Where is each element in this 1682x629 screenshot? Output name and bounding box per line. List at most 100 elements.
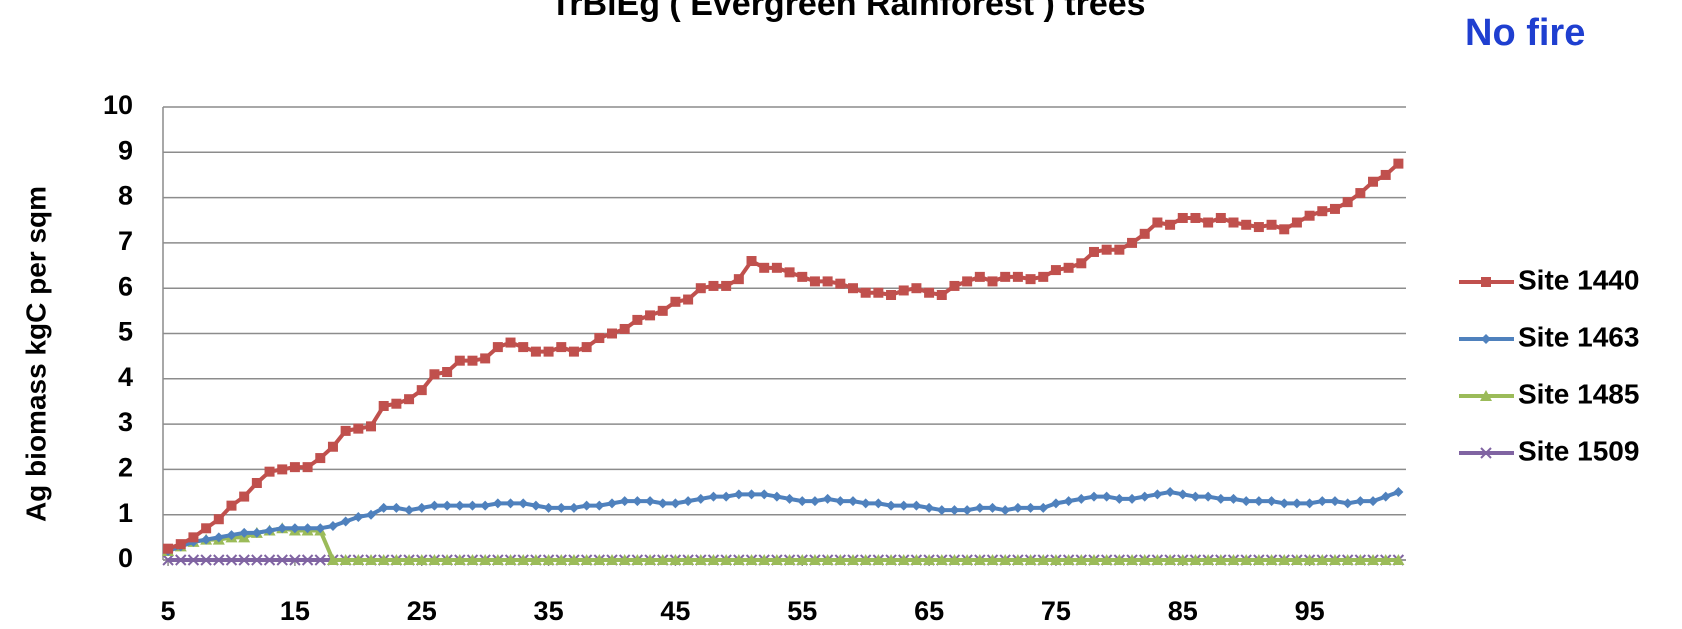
data-point — [873, 287, 884, 298]
data-point — [518, 342, 529, 353]
data-point — [1152, 217, 1163, 228]
data-point — [568, 502, 579, 513]
data-point — [480, 500, 491, 511]
data-point — [239, 491, 250, 502]
data-point — [607, 498, 618, 509]
data-point — [694, 554, 707, 565]
data-point — [949, 280, 960, 291]
data-point — [251, 554, 263, 566]
data-point — [504, 554, 517, 565]
data-point — [213, 554, 225, 566]
data-point — [1127, 493, 1138, 504]
data-point — [721, 280, 732, 291]
data-point — [886, 289, 897, 300]
data-point — [936, 505, 947, 516]
data-point — [1063, 262, 1074, 273]
data-point — [1025, 274, 1036, 285]
data-point — [593, 554, 606, 565]
data-point — [873, 498, 884, 509]
data-point — [163, 543, 174, 554]
data-point — [581, 342, 592, 353]
data-point — [948, 554, 961, 565]
data-point — [962, 505, 973, 516]
data-point — [1368, 176, 1379, 187]
data-point — [1278, 554, 1291, 565]
data-point — [1253, 496, 1264, 507]
data-point — [733, 489, 744, 500]
data-point — [656, 554, 669, 565]
data-point — [467, 355, 478, 366]
data-point — [632, 314, 643, 325]
data-point — [1379, 554, 1392, 565]
data-point — [707, 554, 720, 565]
legend-marker — [1481, 277, 1491, 287]
data-point — [924, 502, 935, 513]
data-point — [1241, 496, 1252, 507]
data-point — [391, 502, 402, 513]
y-tick-label: 1 — [118, 498, 133, 528]
data-point — [454, 500, 465, 511]
y-tick-label: 5 — [118, 317, 133, 347]
data-point — [442, 367, 453, 378]
data-point — [1328, 554, 1341, 565]
data-point — [1304, 498, 1315, 509]
data-point — [518, 498, 529, 509]
data-point — [746, 256, 757, 267]
data-point — [770, 554, 783, 565]
data-point — [505, 498, 516, 509]
data-point — [1392, 554, 1405, 565]
data-point — [821, 554, 834, 565]
data-point — [607, 328, 618, 339]
x-tick-label: 35 — [534, 596, 564, 626]
data-point — [594, 333, 605, 344]
data-point — [1329, 203, 1340, 214]
data-point — [1228, 217, 1239, 228]
data-point — [962, 276, 973, 287]
data-point — [1215, 493, 1226, 504]
data-point — [403, 554, 416, 565]
data-point — [289, 462, 300, 473]
data-point — [505, 337, 516, 348]
data-point — [657, 498, 668, 509]
data-point — [264, 525, 275, 536]
data-point — [289, 554, 301, 566]
data-point — [1152, 489, 1163, 500]
data-point — [352, 554, 365, 565]
data-point — [1012, 502, 1023, 513]
data-point — [429, 369, 440, 380]
data-point — [226, 500, 237, 511]
data-point — [404, 505, 415, 516]
data-point — [428, 554, 441, 565]
data-point — [1100, 554, 1113, 565]
data-point — [1317, 206, 1328, 217]
data-point — [1012, 271, 1023, 282]
data-point — [669, 554, 682, 565]
data-point — [872, 554, 885, 565]
data-point — [631, 554, 644, 565]
data-point — [1087, 554, 1100, 565]
x-tick-label: 5 — [161, 596, 176, 626]
data-point — [251, 477, 262, 488]
data-point — [822, 276, 833, 287]
data-point — [1240, 554, 1253, 565]
data-point — [834, 554, 847, 565]
data-point — [683, 294, 694, 305]
data-point — [619, 496, 630, 507]
data-point — [949, 505, 960, 516]
legend-marker — [1480, 390, 1492, 401]
data-point — [796, 554, 809, 565]
legend-label: Site 1509 — [1518, 435, 1639, 466]
data-point — [1342, 498, 1353, 509]
data-point — [175, 554, 187, 566]
data-point — [225, 554, 238, 566]
data-point — [1342, 197, 1353, 208]
data-point — [264, 466, 275, 477]
data-point — [670, 296, 681, 307]
data-point — [897, 554, 910, 565]
series-line — [167, 526, 1399, 562]
data-point — [1367, 554, 1380, 565]
data-point — [1291, 498, 1302, 509]
data-point — [1303, 554, 1316, 565]
